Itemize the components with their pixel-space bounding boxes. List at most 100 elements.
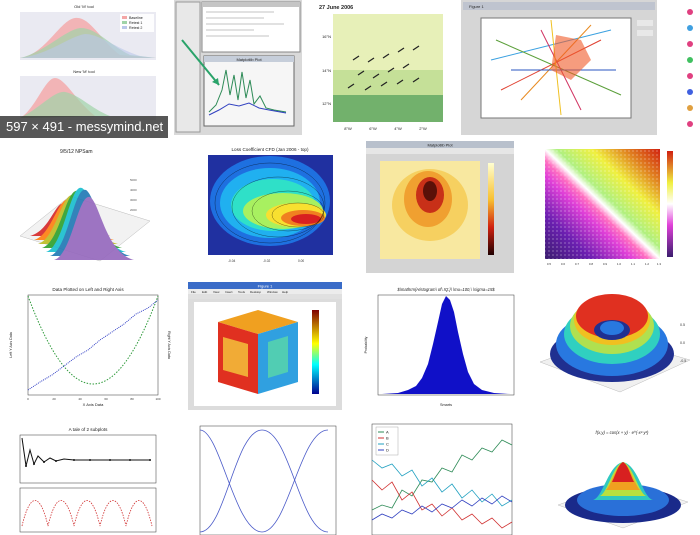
dual-xtick-3: 40 — [78, 397, 82, 401]
dual-axis-chart: Data Plotted on Left and Right Axis X Ax… — [0, 282, 172, 410]
tile-random-walk[interactable]: A B C D — [358, 420, 522, 535]
contour-title: Loss Coefficient CFD (Jan 2006 - top) — [231, 147, 308, 152]
weather-xtick-1: 8°W — [344, 126, 352, 131]
menu-help: Help — [282, 290, 289, 294]
svg-text:5000: 5000 — [130, 178, 137, 182]
weather-xtick-4: 2°W — [419, 126, 427, 131]
dual-axis-ylabel-right: Right Y Axis Data — [167, 331, 171, 359]
tile-dual-axis[interactable]: Data Plotted on Left and Right Axis X Ax… — [0, 282, 172, 410]
contour-cfd-chart: Loss Coefficient CFD (Jan 2006 - top) -0… — [188, 141, 344, 273]
walk-legend-d: D — [386, 448, 389, 453]
surface-3d-chart: 0.5 0.0 -0.5 — [530, 282, 700, 410]
dual-xtick-6: 100 — [155, 397, 160, 401]
tile-weather-map[interactable]: 27 June 2006 16°N 14°N 12°N 8°W 6°W 4°W … — [313, 0, 446, 135]
cube-window-title: Figure 1 — [258, 284, 273, 289]
diag-xtick-6: 1.0 — [617, 262, 622, 266]
menu-edit: Edit — [202, 290, 207, 294]
svg-text:2000: 2000 — [130, 208, 137, 212]
edge-icons-strip — [680, 0, 700, 135]
tile-cube-volume[interactable]: Figure 1 File Edit View Insert Tools Des… — [188, 282, 342, 410]
menu-view: View — [213, 290, 220, 294]
heatmap-window: Matplotlib Plot — [366, 141, 514, 273]
diag-xtick-3: 0.7 — [575, 262, 580, 266]
dual-axis-ylabel-left: Left Y Axis Data — [9, 332, 13, 357]
waterfall-3d-chart: 9/5/12 NPSam 5000 4000 3000 2000 — [0, 141, 168, 273]
diag-xtick-5: 0.9 — [603, 262, 608, 266]
network-window-title: Figure 1 — [469, 4, 484, 9]
gui-panel-title: Matplotlib Plot — [236, 57, 262, 62]
tile-3d-surface[interactable]: 0.5 0.0 -0.5 — [530, 282, 700, 410]
diag-xtick-7: 1.1 — [631, 262, 636, 266]
tile-diagonal-heatmap[interactable]: 0.5 0.6 0.7 0.8 0.9 1.0 1.1 1.2 1.3 — [527, 141, 700, 273]
weather-map-chart: 27 June 2006 16°N 14°N 12°N 8°W 6°W 4°W … — [313, 0, 446, 135]
tile-network-plot[interactable]: Figure 1 — [461, 0, 657, 135]
walk-legend-b: B — [386, 436, 389, 441]
svg-text:4000: 4000 — [130, 188, 137, 192]
kde-title-bottom: New 'M' tool — [73, 69, 95, 74]
tile-ipython-gui[interactable]: Matplotlib Plot — [174, 0, 302, 135]
weather-xtick-3: 4°W — [394, 126, 402, 131]
dual-axis-xlabel: X Axis Data — [83, 402, 104, 407]
kde-legend-retest2: Retest 2 — [129, 26, 142, 30]
histogram-title: $\mathrm{Histogram\ of\ IQ:}\ \mu=100,\ … — [396, 287, 495, 292]
menu-tools: Tools — [238, 290, 246, 294]
tile-sine-lines[interactable] — [180, 420, 342, 535]
kde-title-top: Old 'M' tool — [74, 4, 94, 9]
gaussian-title: f(x,y) = cos(x + y) · e^(-x²-y²) — [596, 430, 650, 435]
menu-desktop: Desktop — [250, 290, 261, 294]
surface-ztick-3: -0.5 — [680, 359, 686, 363]
ipython-gui-screenshot: Matplotlib Plot — [174, 0, 302, 135]
image-caption: 597 × 491 - messymind.net — [0, 116, 168, 138]
walk-legend-a: A — [386, 430, 389, 435]
tile-histogram[interactable]: $\mathrm{Histogram\ of\ IQ:}\ \mu=100,\ … — [358, 282, 522, 410]
cube-volume-window: Figure 1 File Edit View Insert Tools Des… — [188, 282, 342, 410]
svg-text:-0.02: -0.02 — [263, 259, 270, 263]
histogram-ylabel: Probability — [364, 336, 368, 353]
diag-xtick-9: 1.3 — [657, 262, 662, 266]
weather-ytick-1: 16°N — [322, 34, 331, 39]
svg-text:3000: 3000 — [130, 198, 137, 202]
tile-3d-gaussian[interactable]: f(x,y) = cos(x + y) · e^(-x²-y²) — [538, 420, 700, 535]
sine-lines-chart — [180, 420, 342, 535]
dual-xtick-5: 80 — [130, 397, 134, 401]
tile-kde-subplots[interactable]: Old 'M' tool Baseline Retest 1 Retest 2 … — [0, 0, 168, 138]
tile-3d-waterfall[interactable]: 9/5/12 NPSam 5000 4000 3000 2000 — [0, 141, 168, 273]
diag-xtick-1: 0.5 — [547, 262, 552, 266]
kde-chart: Old 'M' tool Baseline Retest 1 Retest 2 … — [0, 0, 168, 138]
surface-ztick-1: 0.5 — [680, 323, 685, 327]
svg-text:0.00: 0.00 — [298, 259, 304, 263]
subplots-title: A tale of 2 subplots — [69, 427, 109, 432]
network-plot-window: Figure 1 — [461, 0, 657, 135]
tile-two-subplots[interactable]: A tale of 2 subplots — [0, 420, 168, 535]
waterfall-title: 9/5/12 NPSam — [60, 149, 93, 155]
histogram-chart: $\mathrm{Histogram\ of\ IQ:}\ \mu=100,\ … — [358, 282, 522, 410]
diag-xtick-8: 1.2 — [645, 262, 650, 266]
dual-axis-title: Data Plotted on Left and Right Axis — [52, 287, 124, 292]
dual-xtick-1: 0 — [27, 397, 29, 401]
two-subplots-chart: A tale of 2 subplots — [0, 420, 168, 535]
weather-title: 27 June 2006 — [319, 5, 353, 11]
diag-xtick-4: 0.8 — [589, 262, 594, 266]
dual-xtick-2: 20 — [52, 397, 56, 401]
histogram-xlabel: Smarts — [440, 403, 452, 407]
diagonal-heatmap-chart: 0.5 0.6 0.7 0.8 0.9 1.0 1.1 1.2 1.3 — [527, 141, 700, 273]
weather-ytick-2: 14°N — [322, 68, 331, 73]
svg-text:-0.04: -0.04 — [228, 259, 235, 263]
menu-window: Window — [267, 290, 279, 294]
random-walk-chart: A B C D — [358, 420, 522, 535]
menu-insert: Insert — [225, 290, 233, 294]
walk-legend-c: C — [386, 442, 389, 447]
tile-contour-cfd[interactable]: Loss Coefficient CFD (Jan 2006 - top) -0… — [188, 141, 344, 273]
surface-ztick-2: 0.0 — [680, 341, 685, 345]
diag-xtick-2: 0.6 — [561, 262, 566, 266]
dual-xtick-4: 60 — [104, 397, 108, 401]
tile-edge-icons[interactable] — [680, 0, 700, 135]
weather-xtick-2: 6°W — [369, 126, 377, 131]
kde-legend-retest1: Retest 1 — [129, 21, 142, 25]
menu-file: File — [191, 290, 196, 294]
heatmap-window-title: Matplotlib Plot — [427, 143, 453, 148]
gaussian-3d-chart: f(x,y) = cos(x + y) · e^(-x²-y²) — [538, 420, 700, 535]
kde-legend-baseline: Baseline — [129, 16, 143, 20]
tile-heatmap-window[interactable]: Matplotlib Plot — [366, 141, 514, 273]
weather-ytick-3: 12°N — [322, 101, 331, 106]
